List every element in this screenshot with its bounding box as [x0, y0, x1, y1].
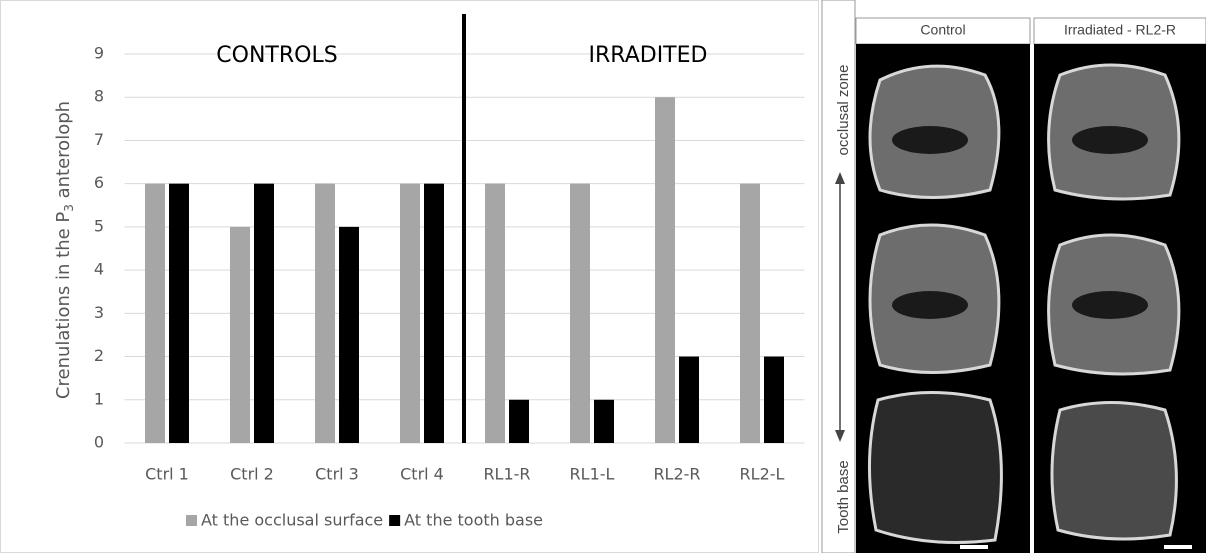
- bar: [485, 183, 505, 443]
- tooth-cavities: [892, 126, 1148, 319]
- bar: [339, 226, 359, 443]
- scale-bar: [1164, 545, 1192, 549]
- y-tick-label: 4: [94, 260, 104, 279]
- bar: [230, 226, 250, 443]
- scale-bar: [960, 545, 988, 549]
- legend-swatch: [186, 515, 197, 526]
- side-column: [821, 0, 856, 553]
- bar: [740, 183, 760, 443]
- x-tick-label: RL2-L: [740, 465, 785, 484]
- bar: [315, 183, 335, 443]
- bar: [254, 183, 274, 443]
- legend-label: At the tooth base: [404, 511, 543, 530]
- annotation: IRRADITED: [589, 43, 708, 68]
- legend: At the occlusal surface At the tooth base: [186, 511, 543, 530]
- chart: 0 1 2 3 4 5 6 7 8 9 Ctrl 1 Ctrl 2 Ctrl 3 Ctrl 4 RL1-R R…: [94, 44, 805, 530]
- y-label-sub: 3: [62, 204, 76, 212]
- column-header: Control: [920, 22, 965, 38]
- bar: [570, 183, 590, 443]
- y-tick-label: 1: [94, 389, 104, 408]
- image-panel: Control Irradiated - RL2-R occlusal zone…: [821, 0, 1206, 553]
- bar: [594, 399, 614, 443]
- x-tick-label: Ctrl 1: [145, 465, 189, 484]
- y-tick-label: 6: [94, 173, 104, 192]
- x-tick-label: RL2-R: [653, 465, 700, 484]
- header-cell: [855, 17, 1031, 45]
- y-axis-label: Crenulations in the P3 anteroloph: [53, 101, 76, 399]
- legend-swatch: [389, 515, 401, 526]
- y-label-end: anteroloph: [53, 101, 74, 204]
- bar: [169, 183, 189, 443]
- annotation: CONTROLS: [216, 43, 337, 68]
- bar: [764, 356, 784, 443]
- y-tick-label: 7: [94, 130, 104, 149]
- y-tick-label: 5: [94, 216, 104, 235]
- y-tick-label: 8: [94, 87, 104, 106]
- y-tick-label: 2: [94, 346, 104, 365]
- y-tick-label: 9: [94, 44, 104, 63]
- bar: [509, 399, 529, 443]
- side-label: Tooth base: [835, 460, 852, 533]
- y-tick-label: 0: [94, 433, 104, 452]
- header-cell: [1033, 17, 1206, 45]
- y-label-text: Crenulations in the P: [53, 212, 74, 399]
- column-header: Irradiated - RL2-R: [1064, 22, 1176, 38]
- bar: [424, 183, 444, 443]
- x-tick-label: Ctrl 4: [400, 465, 444, 484]
- y-tick-label: 3: [94, 303, 104, 322]
- bar: [679, 356, 699, 443]
- x-tick-label: Ctrl 3: [315, 465, 359, 484]
- bar: [400, 183, 420, 443]
- x-tick-label: RL1-L: [570, 465, 615, 484]
- x-tick-label: RL1-R: [483, 465, 530, 484]
- bar: [145, 183, 165, 443]
- legend-label: At the occlusal surface: [201, 511, 383, 530]
- bar: [655, 97, 675, 443]
- x-tick-label: Ctrl 2: [230, 465, 274, 484]
- side-label: occlusal zone: [835, 65, 852, 156]
